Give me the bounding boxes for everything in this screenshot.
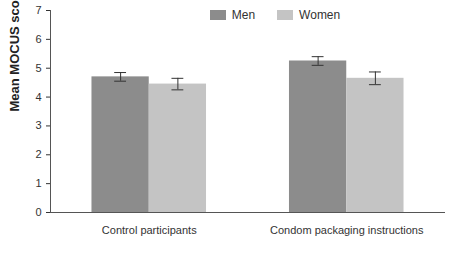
svg-text:Condom packaging instructions: Condom packaging instructions — [270, 224, 424, 236]
svg-text:6: 6 — [35, 33, 41, 45]
svg-text:0: 0 — [35, 206, 41, 218]
html-text:Men: Men — [231, 8, 256, 22]
svg-text:3: 3 — [35, 119, 41, 131]
svg-text:1: 1 — [35, 177, 41, 189]
svg-text:7: 7 — [35, 4, 41, 16]
html-text:Women: Women — [299, 8, 341, 22]
svg-text:2: 2 — [35, 148, 41, 160]
svg-text:4: 4 — [35, 91, 41, 103]
svg-text:Mean MOCUS score (± SE): Mean MOCUS score (± SE) — [7, 0, 22, 112]
svg-text:Control participants: Control participants — [102, 224, 197, 236]
svg-text:5: 5 — [35, 62, 41, 74]
